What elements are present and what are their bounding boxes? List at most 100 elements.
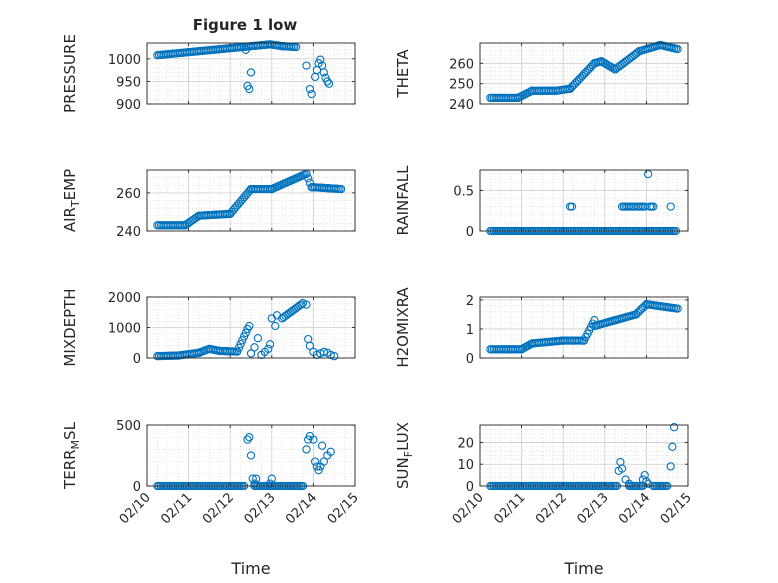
y-tick-label: 260 <box>449 57 474 72</box>
subplot-rainfall: 0 0.5 RAINFALL <box>394 165 689 240</box>
data-point <box>265 479 275 488</box>
y-tick-label: 240 <box>116 225 141 240</box>
data-point <box>666 462 675 471</box>
y-tick-label: 950 <box>116 75 141 90</box>
data-point <box>304 174 313 183</box>
data-point <box>567 202 577 211</box>
y-tick-label: 1000 <box>108 53 141 68</box>
data-markers <box>153 169 346 230</box>
data-point <box>245 433 254 442</box>
x-tick-label: 02/14 <box>283 490 320 527</box>
minor-grid <box>479 424 689 487</box>
data-markers <box>153 298 339 361</box>
x-tick-label: 02/15 <box>658 490 695 527</box>
data-point <box>305 341 315 350</box>
y-axis-label: PRESSURE <box>61 34 79 113</box>
y-axis-label: SUNFLUX <box>394 422 415 489</box>
y-tick-label: 0 <box>466 480 474 495</box>
data-markers <box>486 40 682 103</box>
y-tick-label: 1000 <box>108 322 141 337</box>
data-point <box>264 344 273 354</box>
data-point <box>323 77 332 86</box>
y-tick-label: 0 <box>133 352 141 367</box>
y-tick-label: 260 <box>116 187 141 202</box>
x-axis-label: Time <box>230 559 270 578</box>
data-point <box>643 479 653 488</box>
data-point <box>271 321 280 331</box>
x-tick-label: 02/10 <box>117 490 154 527</box>
data-point <box>246 349 256 358</box>
y-axis-label: RAINFALL <box>394 165 412 236</box>
x-tick-label: 02/11 <box>491 490 528 527</box>
y-tick-label: 0 <box>466 225 474 240</box>
y-tick-label: 1 <box>466 323 474 338</box>
y-tick-label: 500 <box>116 419 141 434</box>
axes-box <box>479 296 689 359</box>
data-point <box>326 350 335 360</box>
data-point <box>243 435 252 444</box>
subplot-sun-flux: 0 10 20 02/10 02/11 02/12 02/13 02/14 02/15 SUNFL… <box>394 422 695 578</box>
x-tick-label: 02/15 <box>325 490 362 527</box>
data-point <box>319 457 328 466</box>
y-axis-label: THETA <box>394 49 412 99</box>
data-point <box>609 64 618 73</box>
data-point <box>668 442 677 451</box>
subplot-h2omixra: 0 1 2 H2OMIXRA <box>394 287 689 368</box>
data-point <box>673 44 682 54</box>
data-markers <box>486 300 682 354</box>
y-tick-label: 0.5 <box>453 184 474 199</box>
y-tick-label: 240 <box>449 98 474 113</box>
data-point <box>319 68 328 77</box>
data-point <box>250 343 259 352</box>
data-point <box>302 300 311 309</box>
data-point <box>643 169 653 179</box>
data-point <box>238 336 247 345</box>
data-point <box>673 304 682 313</box>
axes-box <box>146 169 356 232</box>
subplot-pressure: 900 950 1000 PRESSURE <box>61 34 356 113</box>
y-tick-label: 250 <box>449 78 474 93</box>
data-point <box>245 321 254 331</box>
data-point <box>310 457 320 466</box>
data-point <box>617 464 627 473</box>
x-tick-label: 02/11 <box>158 490 195 527</box>
axes-box <box>479 169 689 232</box>
x-tick-label: 02/13 <box>575 490 612 527</box>
data-point <box>302 445 311 454</box>
data-point <box>253 334 263 343</box>
data-point <box>297 300 306 309</box>
data-point <box>239 332 249 341</box>
data-point <box>336 184 346 194</box>
data-point <box>309 435 318 444</box>
data-point <box>267 474 276 483</box>
data-point <box>248 474 257 483</box>
data-point <box>319 347 328 357</box>
data-point <box>236 339 245 349</box>
data-markers <box>153 40 334 99</box>
data-point <box>326 447 335 456</box>
y-axis-label: H2OMIXRA <box>394 287 412 368</box>
x-tick-label: 02/12 <box>200 490 237 527</box>
axes-box <box>479 42 689 105</box>
axes-box <box>146 42 356 105</box>
subplot-theta: 240 250 260 THETA <box>394 40 689 113</box>
y-axis-label: MIXDEPTH <box>61 288 79 366</box>
data-point <box>317 441 327 450</box>
data-point <box>624 479 634 488</box>
minor-grid <box>479 170 689 232</box>
subplot-air-temp: 240 260 AIRTEMP <box>61 169 356 240</box>
subplot-mixdepth: 0 1000 2000 MIXDEPTH <box>61 288 356 367</box>
axes-box <box>479 424 689 487</box>
y-tick-label: 0 <box>133 480 141 495</box>
subplot-terr-msl: 0 500 02/10 02/11 02/12 02/13 02/14 02/15 TERRMS… <box>61 419 362 578</box>
y-tick-label: 10 <box>457 458 474 473</box>
figure-title: Figure 1 low <box>193 16 298 34</box>
y-tick-label: 2000 <box>108 291 141 306</box>
y-tick-label: 2 <box>466 294 474 309</box>
data-point <box>302 61 311 70</box>
data-point <box>246 451 256 460</box>
y-tick-label: 0 <box>466 352 474 367</box>
axes-box <box>146 424 356 487</box>
